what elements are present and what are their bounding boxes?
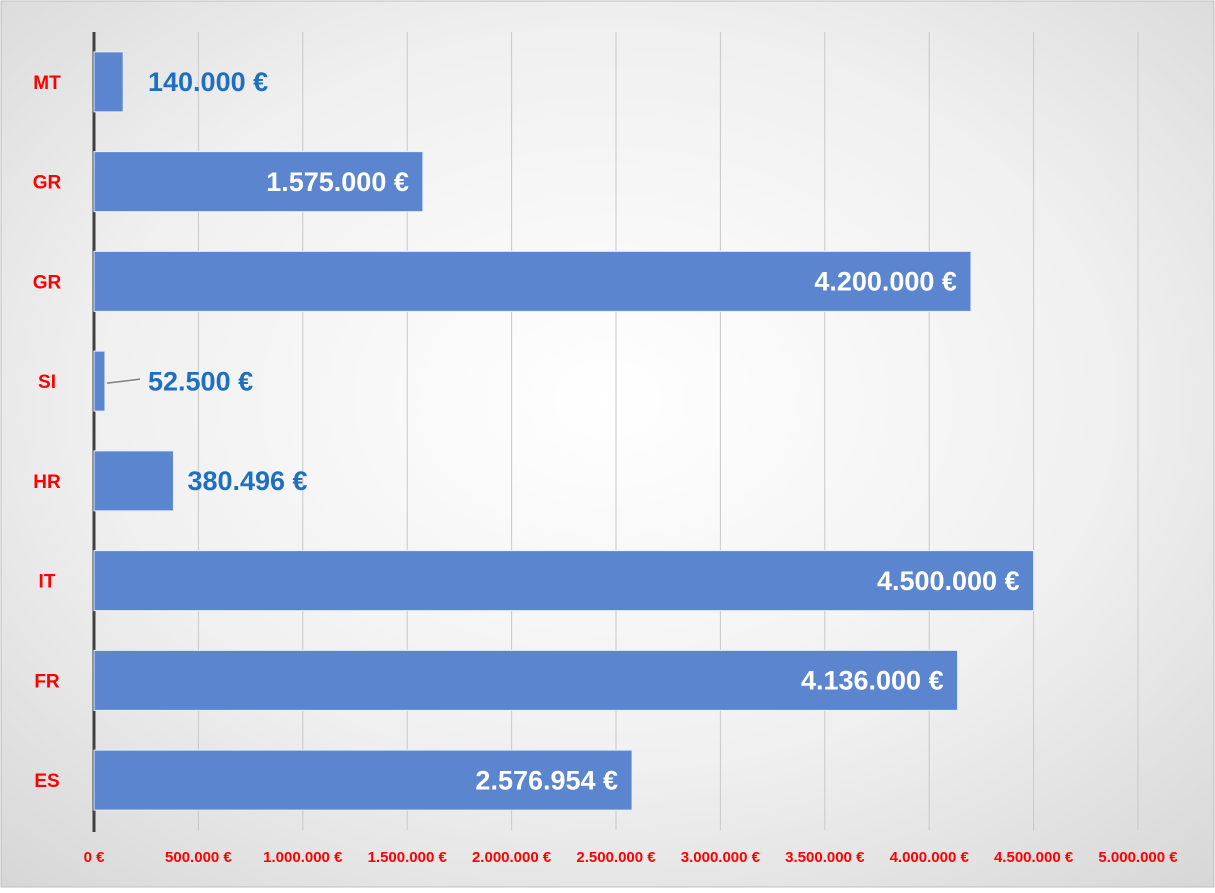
y-tick-label: GR xyxy=(33,272,62,293)
bar xyxy=(93,649,959,711)
x-tick-label: 5.000.000 € xyxy=(1098,849,1178,866)
x-tick-label: 1.500.000 € xyxy=(368,849,448,866)
x-tick-label: 0 € xyxy=(84,849,106,866)
y-tick-label: SI xyxy=(38,372,56,393)
x-tick-label: 2.000.000 € xyxy=(472,849,552,866)
data-label: 140.000 € xyxy=(148,67,268,97)
data-label: 2.576.954 € xyxy=(475,765,618,795)
x-tick-label: 2.500.000 € xyxy=(576,849,656,866)
data-label: 52.500 € xyxy=(148,366,253,396)
bar xyxy=(93,450,174,512)
x-tick-label: 500.000 € xyxy=(165,849,232,866)
bar xyxy=(93,250,972,312)
x-tick-label: 3.000.000 € xyxy=(681,849,761,866)
y-tick-label: GR xyxy=(33,173,62,194)
y-tick-label: FR xyxy=(34,671,60,692)
leader-line xyxy=(106,378,141,384)
bar xyxy=(93,151,424,213)
bar xyxy=(93,550,1035,612)
x-tick-label: 4.000.000 € xyxy=(890,849,970,866)
data-label: 1.575.000 € xyxy=(266,167,409,197)
y-tick-label: MT xyxy=(33,73,61,94)
y-tick-label: ES xyxy=(34,771,59,792)
y-tick-label: HR xyxy=(33,472,61,493)
bar xyxy=(93,350,106,412)
data-label: 4.500.000 € xyxy=(877,566,1020,596)
y-tick-label: IT xyxy=(39,572,56,593)
bar xyxy=(93,51,124,113)
data-label: 4.136.000 € xyxy=(801,666,944,696)
x-tick-label: 3.500.000 € xyxy=(785,849,865,866)
data-label: 4.200.000 € xyxy=(814,267,957,297)
bar xyxy=(93,749,633,811)
x-tick-label: 4.500.000 € xyxy=(994,849,1074,866)
x-tick-label: 1.000.000 € xyxy=(263,849,343,866)
data-label: 380.496 € xyxy=(187,466,307,496)
